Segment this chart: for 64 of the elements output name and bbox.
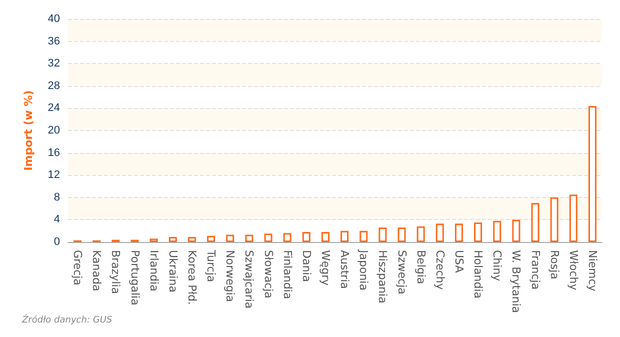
x-tick-label: Dania [300, 250, 313, 282]
y-tick-label: 32 [48, 58, 60, 70]
y-tick-label: 0 [54, 236, 60, 248]
x-tick-label: Grecja [71, 250, 84, 286]
bar [416, 226, 425, 242]
x-tick-label: Hiszpania [376, 250, 390, 304]
y-axis-title: Import (w %) [22, 90, 35, 171]
bar [340, 230, 349, 242]
bar [264, 234, 272, 242]
x-tick-label: Irlandia [147, 250, 160, 292]
x-tick-label: Ukraina [166, 250, 180, 292]
x-tick-label: Portugalia [128, 250, 142, 306]
x-tick-label: Szwecja [395, 250, 408, 294]
bar [436, 224, 444, 242]
x-tick-label: Holandia [472, 250, 485, 299]
x-tick-label: Chiny [490, 250, 504, 282]
bar [302, 232, 310, 242]
bar [168, 236, 177, 242]
bar [398, 228, 406, 242]
bar [474, 222, 482, 242]
y-tick-label: 20 [48, 124, 60, 136]
x-tick-label: Brazylia [109, 250, 122, 294]
bar [550, 197, 558, 242]
x-tick-label: W. Brytania [510, 250, 523, 314]
bar [512, 220, 520, 242]
bar [378, 228, 387, 242]
x-tick-label: Japonia [357, 249, 370, 290]
x-tick-label: Turcja [204, 249, 218, 282]
bar [226, 234, 234, 242]
y-tick-label: 4 [54, 214, 60, 226]
bar [588, 106, 596, 242]
x-tick-label: Norwegia [224, 250, 237, 302]
x-tick-label: Włochy [566, 250, 580, 291]
y-tick-label: 12 [48, 169, 60, 182]
x-tick-label: Rosja [548, 250, 561, 280]
x-tick-label: Korea Płd. [185, 250, 198, 305]
bar [493, 220, 502, 242]
y-tick-label: 24 [48, 102, 60, 114]
bar [245, 234, 254, 242]
bar [321, 232, 330, 242]
bar [360, 230, 368, 242]
bar [569, 194, 578, 242]
y-tick-label: 40 [48, 13, 60, 25]
y-tick-label: 8 [54, 191, 60, 204]
x-tick-label: Austria [338, 250, 352, 289]
x-tick-label: Słowacja [262, 250, 275, 298]
bar [188, 236, 196, 242]
y-tick-label: 16 [48, 146, 60, 159]
x-tick-label: USA [452, 250, 466, 274]
x-tick-label: Kanada [90, 250, 104, 292]
bar [531, 202, 540, 242]
x-tick-label: Szwajcaria [242, 250, 256, 309]
bar [283, 233, 292, 242]
y-tick-label: 28 [48, 80, 60, 92]
text: Źródło danych: GUS [21, 314, 112, 326]
x-tick-label: Francja [528, 250, 542, 290]
x-tick-label: Belgia [414, 250, 428, 284]
x-tick-label: Niemcy [586, 250, 599, 292]
y-tick-label: 36 [48, 35, 60, 48]
x-tick-label: Węgry [318, 250, 332, 286]
x-tick-label: Czechy [433, 250, 446, 290]
bar [454, 224, 463, 242]
bar [207, 236, 216, 242]
x-tick-label: Finlandia [280, 250, 294, 300]
